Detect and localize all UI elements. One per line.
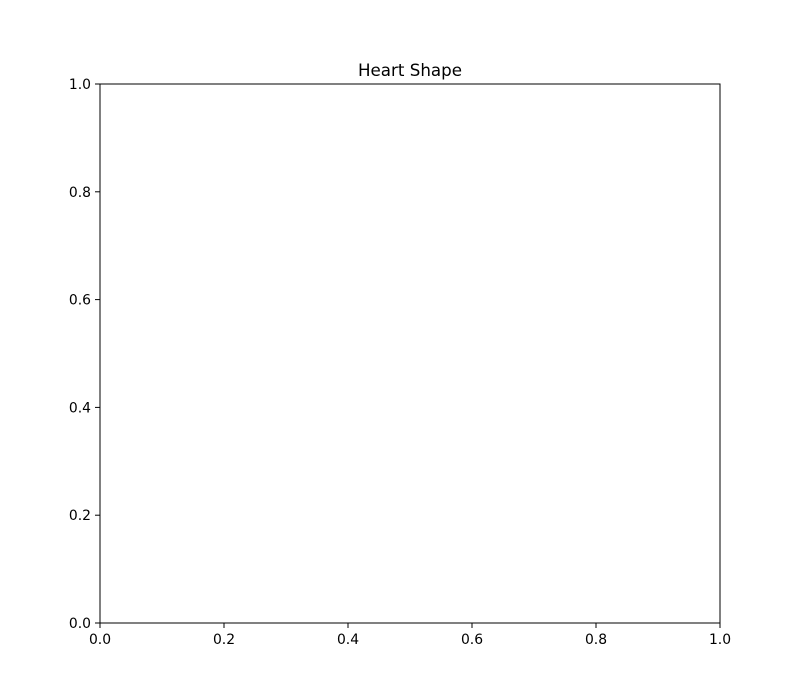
x-tick-label: 0.2 — [213, 632, 235, 648]
plot-area-frame — [99, 83, 721, 624]
y-tick-label: 0.8 — [69, 185, 91, 201]
chart-title: Heart Shape — [358, 60, 462, 80]
y-tick-label: 0.4 — [69, 400, 91, 416]
y-tick-label: 1.0 — [69, 77, 91, 93]
x-tick-label: 0.6 — [461, 632, 483, 648]
y-axis-ticks: 0.0 0.2 0.4 0.6 0.8 1.0 — [69, 77, 100, 632]
y-tick-label: 0.2 — [69, 508, 91, 524]
x-axis-ticks: 0.0 0.2 0.4 0.6 0.8 1.0 — [89, 623, 731, 648]
x-tick-label: 0.0 — [89, 632, 111, 648]
x-tick-label: 0.4 — [337, 632, 359, 648]
y-tick-label: 0.0 — [69, 616, 91, 632]
x-tick-label: 1.0 — [709, 632, 731, 648]
y-tick-label: 0.6 — [69, 293, 91, 309]
x-tick-label: 0.8 — [585, 632, 607, 648]
